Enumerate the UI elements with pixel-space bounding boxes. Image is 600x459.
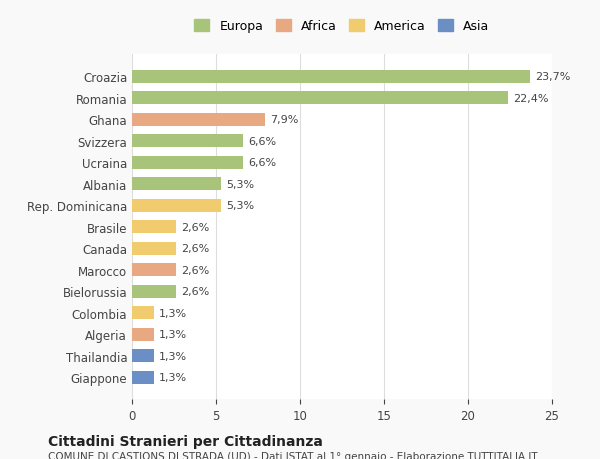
Bar <box>132 307 154 319</box>
Text: 1,3%: 1,3% <box>159 330 187 339</box>
Bar <box>132 263 176 276</box>
Bar <box>132 113 265 127</box>
Bar <box>132 199 221 212</box>
Bar <box>132 92 508 105</box>
Bar <box>132 285 176 298</box>
Text: COMUNE DI CASTIONS DI STRADA (UD) - Dati ISTAT al 1° gennaio - Elaborazione TUTT: COMUNE DI CASTIONS DI STRADA (UD) - Dati… <box>48 451 538 459</box>
Text: 5,3%: 5,3% <box>226 179 254 189</box>
Text: 23,7%: 23,7% <box>535 72 571 82</box>
Text: 2,6%: 2,6% <box>181 222 209 232</box>
Bar <box>132 328 154 341</box>
Text: 1,3%: 1,3% <box>159 308 187 318</box>
Text: 1,3%: 1,3% <box>159 372 187 382</box>
Bar <box>132 221 176 234</box>
Text: 6,6%: 6,6% <box>248 158 276 168</box>
Bar <box>132 349 154 362</box>
Bar <box>132 178 221 191</box>
Text: 2,6%: 2,6% <box>181 286 209 297</box>
Text: 22,4%: 22,4% <box>514 94 549 104</box>
Text: 6,6%: 6,6% <box>248 136 276 146</box>
Text: 7,9%: 7,9% <box>270 115 298 125</box>
Bar <box>132 157 243 169</box>
Text: 5,3%: 5,3% <box>226 201 254 211</box>
Text: 1,3%: 1,3% <box>159 351 187 361</box>
Bar <box>132 135 243 148</box>
Bar <box>132 242 176 255</box>
Bar <box>132 71 530 84</box>
Text: 2,6%: 2,6% <box>181 265 209 275</box>
Bar <box>132 371 154 384</box>
Text: Cittadini Stranieri per Cittadinanza: Cittadini Stranieri per Cittadinanza <box>48 434 323 448</box>
Text: 2,6%: 2,6% <box>181 244 209 254</box>
Legend: Europa, Africa, America, Asia: Europa, Africa, America, Asia <box>191 17 493 37</box>
